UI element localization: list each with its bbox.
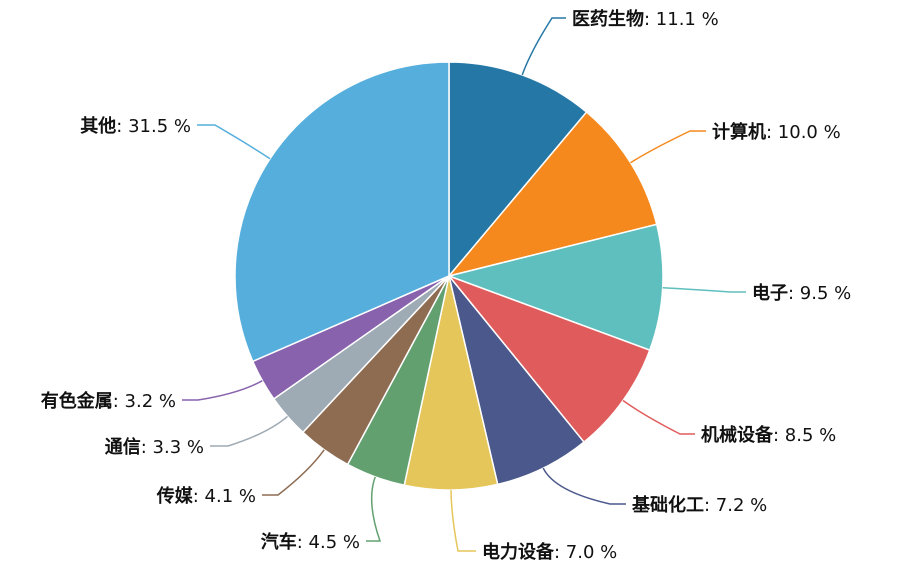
slice-label-3: 机械设备: 8.5 % [701,424,836,446]
leader-line-10 [197,124,271,160]
slice-label-10: 其他: 31.5 % [80,115,191,137]
leader-line-5 [450,489,476,552]
slice-label-value: : 4.5 % [297,532,360,553]
leader-line-4 [542,467,626,505]
leader-line-0 [521,17,566,76]
leader-line-8 [210,415,288,447]
pie-slices [234,61,664,491]
leader-line-2 [662,287,746,293]
slice-label-name: 计算机 [712,121,766,143]
slice-label-value: : 11.1 % [644,9,719,30]
slice-label-name: 电子 [752,282,788,304]
leader-line-1 [630,130,706,164]
slice-label-value: : 7.2 % [704,495,767,516]
slice-label-value: : 3.3 % [141,437,204,458]
slice-label-0: 医药生物: 11.1 % [572,8,719,30]
slice-label-2: 电子: 9.5 % [752,282,851,304]
slice-label-name: 汽车 [261,531,297,553]
slice-label-8: 通信: 3.3 % [105,436,204,458]
leader-lines [182,17,746,552]
slice-label-6: 汽车: 4.5 % [261,531,360,553]
leader-line-3 [622,399,695,435]
slice-label-value: : 4.1 % [193,486,256,507]
slice-label-name: 传媒 [156,485,194,507]
pie-slice-2 [446,223,664,352]
slice-label-value: : 10.0 % [766,122,841,143]
pie-slice-0 [448,61,588,279]
slice-label-5: 电力设备: 7.0 % [482,541,617,563]
slice-label-name: 其他 [80,115,116,137]
slice-label-name: 基础化工 [631,494,704,516]
slice-label-value: : 7.0 % [554,542,617,563]
slice-label-value: : 3.2 % [113,391,176,412]
slice-label-name: 有色金属 [41,390,113,412]
slice-label-name: 机械设备 [701,424,774,446]
slice-label-name: 电力设备 [482,541,555,563]
pie-slice-10 [234,61,450,363]
leader-line-6 [366,476,382,542]
slice-labels: 医药生物: 11.1 % 计算机: 10.0 % 电子: 9.5 % 机械设备: 8.… [41,8,852,563]
leader-line-7 [262,449,325,496]
slice-label-name: 通信 [105,436,141,458]
slice-label-9: 有色金属: 3.2 % [41,390,176,412]
slice-label-7: 传媒: 4.1 % [156,485,256,507]
leader-line-9 [182,380,263,401]
slice-label-name: 医药生物 [572,8,644,30]
slice-label-value: : 9.5 % [788,283,851,304]
slice-label-value: : 8.5 % [773,425,836,446]
slice-label-value: : 31.5 % [116,116,191,137]
slice-label-4: 基础化工: 7.2 % [631,494,767,516]
slice-label-1: 计算机: 10.0 % [712,121,841,143]
